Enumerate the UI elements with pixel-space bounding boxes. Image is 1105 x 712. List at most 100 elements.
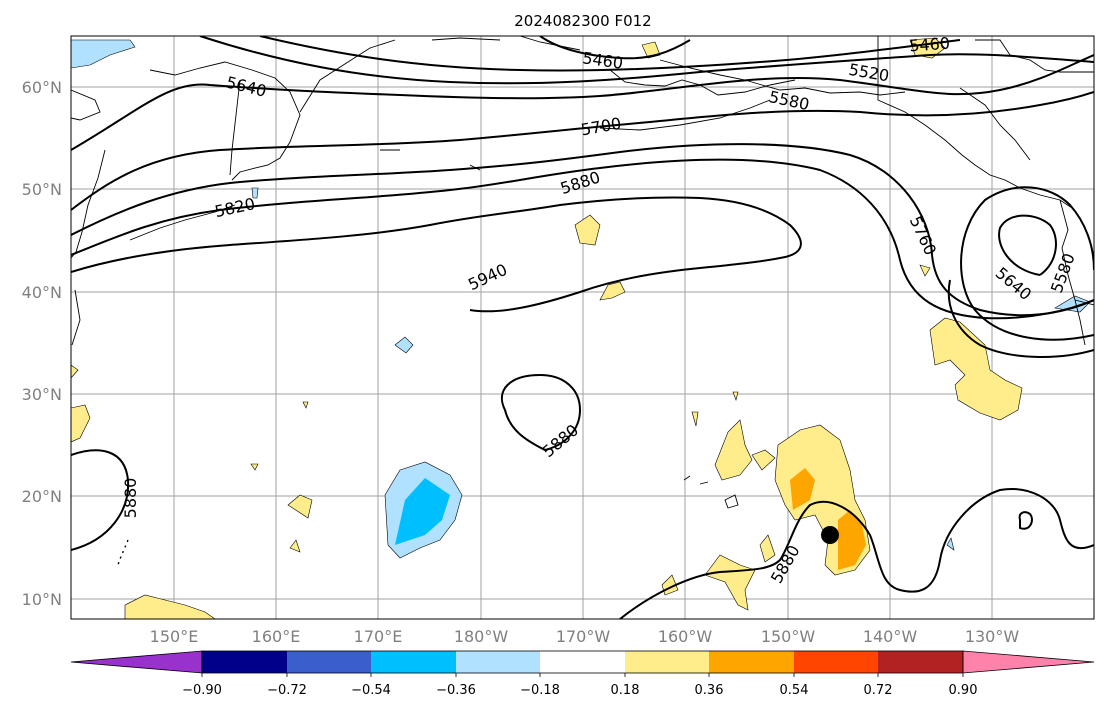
colorbar: −0.90 −0.72 −0.54 −0.36 −0.18 0.18 0.36 …: [70, 650, 1095, 698]
positive-area: [250, 463, 259, 471]
lat-label: 20°N: [22, 487, 62, 506]
colorbar-tick-label: 0.18: [611, 683, 640, 698]
longitude-labels: 150°E 160°E 170°E 180°W 170°W 160°W 150°…: [150, 627, 1020, 646]
colorbar-segment: [709, 651, 794, 673]
positive-area: [599, 281, 626, 301]
contour-label: 5460: [909, 34, 951, 56]
contour-5640: [71, 54, 1094, 151]
positive-area: [929, 317, 1023, 421]
colorbar-tick-label: −0.18: [520, 683, 560, 698]
map-frame: [70, 35, 1095, 620]
positive-area: [691, 411, 699, 427]
lat-label: 30°N: [22, 385, 62, 404]
lon-label: 180°W: [454, 627, 509, 646]
positive-area: [919, 264, 931, 277]
contour-5580-closed: [998, 214, 1057, 276]
positive-area: [124, 594, 216, 619]
lat-label: 10°N: [22, 590, 62, 609]
contour-5460-top: [539, 36, 691, 60]
colorbar-segment: [625, 651, 709, 673]
colorbar-tick-label: 0.72: [864, 683, 893, 698]
contour-5880: [71, 196, 802, 313]
colorbar-tick-label: 0.36: [695, 683, 724, 698]
positive-area: [71, 364, 79, 379]
colorbar-segment: [540, 651, 625, 673]
positive-area: [838, 510, 866, 570]
colorbar-tick-label: −0.36: [436, 683, 476, 698]
colorbar-tick-label: −0.72: [267, 683, 307, 698]
colorbar-segment: [202, 651, 287, 673]
negative-area: [394, 336, 414, 354]
colorbar-segment: [456, 651, 540, 673]
colorbar-segment: [371, 651, 456, 673]
colorbar-segment: [287, 651, 371, 673]
contour-5820: [71, 158, 1094, 320]
positive-area: [71, 404, 91, 443]
shaded-field: [71, 37, 1091, 619]
contour-5640-closed: [960, 186, 1094, 341]
contour-label: 5880: [121, 478, 140, 519]
contour-5580-top: [199, 36, 1094, 85]
positive-area: [302, 401, 309, 409]
positive-area: [714, 419, 753, 481]
contour-5880-tiny: [1018, 511, 1033, 530]
contour-label: 5640: [992, 263, 1035, 304]
colorbar-tick-label: −0.54: [351, 683, 391, 698]
contour-label: 5700: [579, 114, 622, 140]
lon-label: 150°W: [761, 627, 816, 646]
positive-area: [751, 449, 776, 471]
negative-area: [395, 478, 450, 545]
positive-area: [641, 41, 661, 59]
lon-label: 150°E: [150, 627, 199, 646]
contour-label: 5580: [767, 87, 811, 114]
positive-area: [287, 494, 313, 519]
colorbar-tick-label: 0.90: [949, 683, 978, 698]
positive-area: [790, 468, 815, 510]
map-area: 5460 5460 5520 5580 5640 5700 5820 5880 …: [71, 34, 1094, 619]
positive-area: [704, 554, 756, 611]
contour-label: 5640: [224, 73, 268, 101]
colorbar-tick-label: −0.90: [182, 683, 222, 698]
contour-5880-west: [71, 449, 130, 551]
colorbar-segment: [878, 651, 963, 673]
contour-label: 5580: [1047, 251, 1079, 296]
lon-label: 170°E: [354, 627, 403, 646]
colorbar-extend-right: [962, 650, 1095, 674]
positive-area: [759, 534, 776, 563]
lat-label: 50°N: [22, 180, 62, 199]
map-title: 2024082300 F012: [514, 12, 651, 30]
contour-5880-small: [500, 373, 582, 452]
lon-label: 130°W: [965, 627, 1020, 646]
lon-label: 160°E: [252, 627, 301, 646]
lon-label: 160°W: [658, 627, 713, 646]
height-contours: [71, 36, 1094, 619]
lon-label: 140°W: [863, 627, 918, 646]
contour-label: 5820: [213, 194, 257, 221]
lat-label: 40°N: [22, 283, 62, 302]
contour-label: 5460: [581, 48, 624, 72]
lon-label: 170°W: [556, 627, 611, 646]
positive-area: [574, 214, 601, 246]
coastlines: [71, 36, 1094, 509]
negative-area: [946, 537, 955, 551]
contour-5700: [71, 91, 1094, 211]
contour-label: 5940: [465, 260, 510, 294]
contour-5760: [71, 143, 1094, 317]
contour-5520-top: [259, 36, 961, 72]
negative-area: [251, 187, 259, 199]
contour-5820-east: [947, 279, 1094, 358]
positive-area: [732, 391, 739, 402]
contour-label: 5760: [906, 213, 940, 258]
negative-area: [71, 39, 136, 69]
contour-5880-south: [619, 488, 1094, 619]
contour-dotted: [117, 539, 129, 566]
contour-labels: 5460 5460 5520 5580 5640 5700 5820 5880 …: [121, 34, 1079, 587]
storm-center-marker: [821, 526, 839, 544]
colorbar-tick-label: 0.54: [780, 683, 809, 698]
lat-label: 60°N: [22, 78, 62, 97]
latitude-labels: 60°N 50°N 40°N 30°N 20°N 10°N: [22, 78, 62, 609]
positive-area: [289, 539, 301, 553]
colorbar-extend-left: [70, 650, 203, 674]
colorbar-segment: [794, 651, 878, 673]
